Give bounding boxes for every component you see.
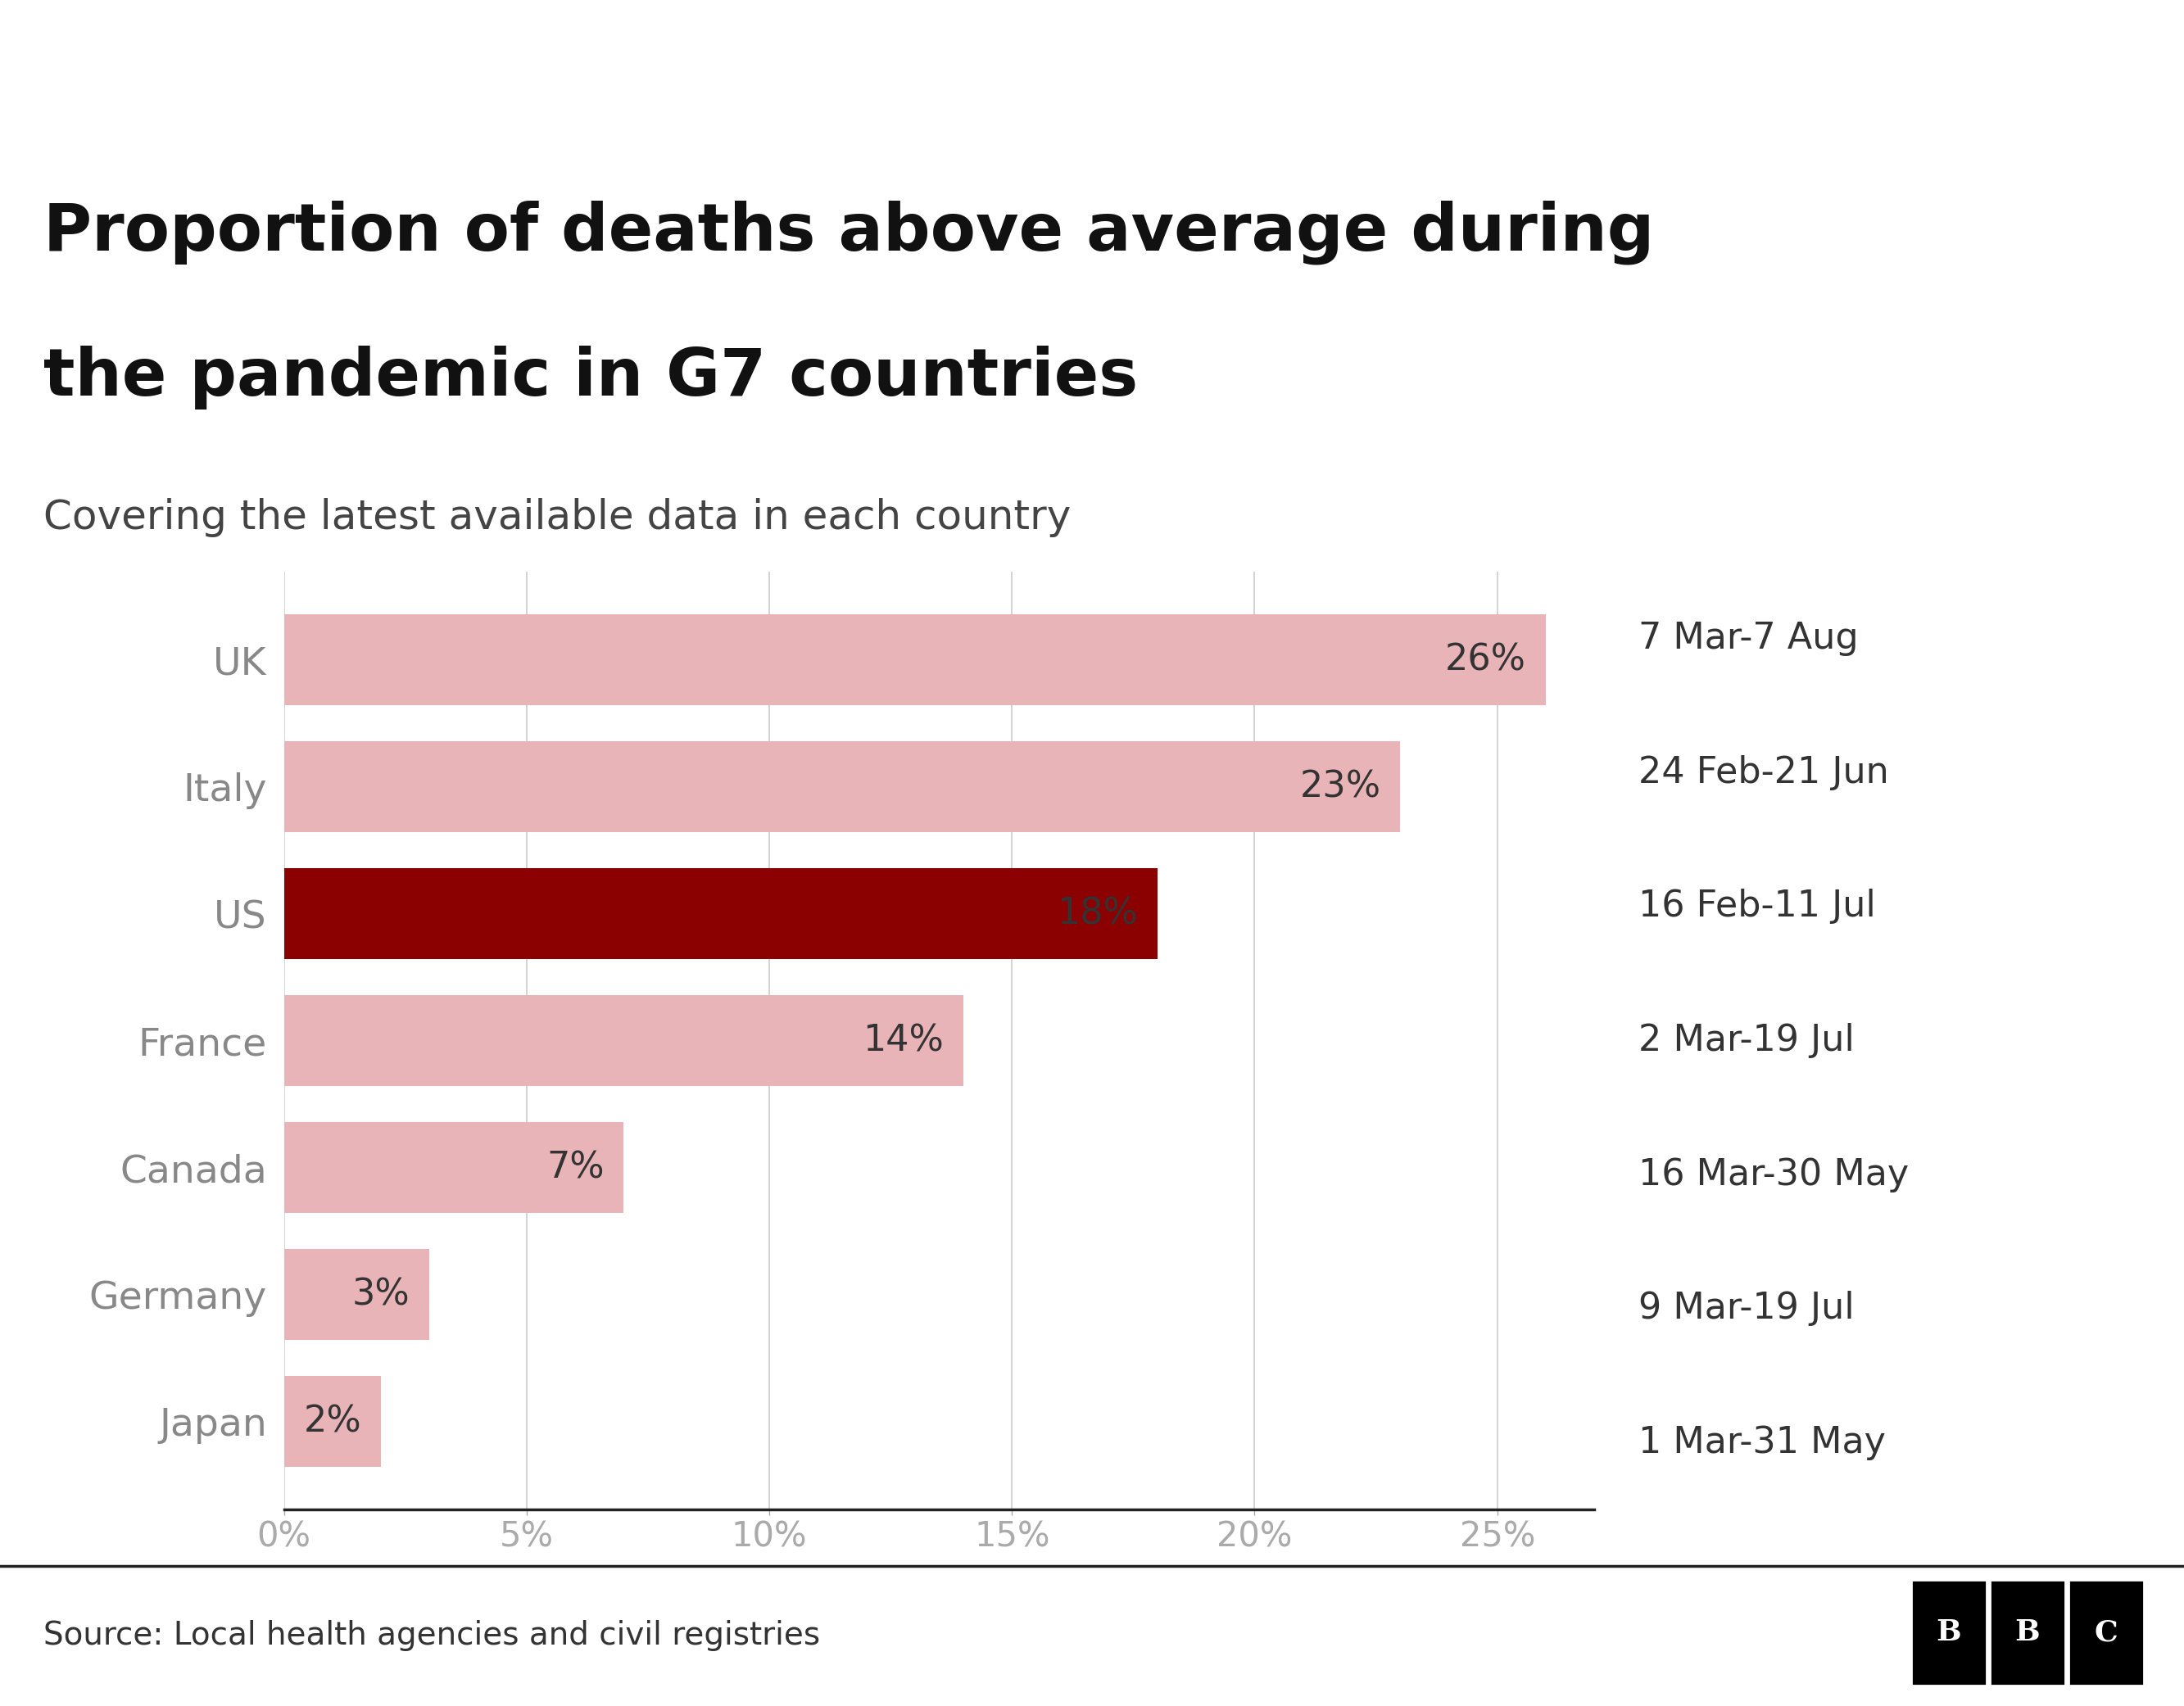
Text: B: B [2016,1619,2040,1646]
Text: 26%: 26% [1446,641,1527,677]
FancyBboxPatch shape [2068,1580,2145,1686]
Text: B: B [1937,1619,1961,1646]
Text: Source: Local health agencies and civil registries: Source: Local health agencies and civil … [44,1621,821,1651]
Text: the pandemic in G7 countries: the pandemic in G7 countries [44,346,1138,409]
Text: 1 Mar-31 May: 1 Mar-31 May [1638,1425,1885,1460]
Text: 16 Feb-11 Jul: 16 Feb-11 Jul [1638,889,1876,925]
Text: 9 Mar-19 Jul: 9 Mar-19 Jul [1638,1291,1854,1326]
Bar [284,614,1546,706]
Bar [284,1249,430,1341]
Text: 2 Mar-19 Jul: 2 Mar-19 Jul [1638,1024,1854,1058]
Bar [284,995,963,1087]
Text: C: C [2094,1619,2118,1646]
Text: 7%: 7% [546,1150,605,1186]
Bar [284,740,1400,833]
Bar [284,868,1158,959]
Text: 24 Feb-21 Jun: 24 Feb-21 Jun [1638,756,1889,790]
Text: 16 Mar-30 May: 16 Mar-30 May [1638,1157,1909,1192]
FancyBboxPatch shape [1911,1580,1987,1686]
Text: 7 Mar-7 Aug: 7 Mar-7 Aug [1638,621,1859,657]
Text: 18%: 18% [1057,896,1138,931]
Text: Proportion of deaths above average during: Proportion of deaths above average durin… [44,200,1655,264]
FancyBboxPatch shape [1990,1580,2066,1686]
Text: 14%: 14% [863,1024,943,1058]
Bar [284,1375,380,1467]
Text: Covering the latest available data in each country: Covering the latest available data in ea… [44,498,1072,537]
Bar [284,1123,625,1213]
Text: 23%: 23% [1299,769,1380,805]
Text: 2%: 2% [304,1404,363,1440]
Text: 3%: 3% [352,1276,411,1312]
